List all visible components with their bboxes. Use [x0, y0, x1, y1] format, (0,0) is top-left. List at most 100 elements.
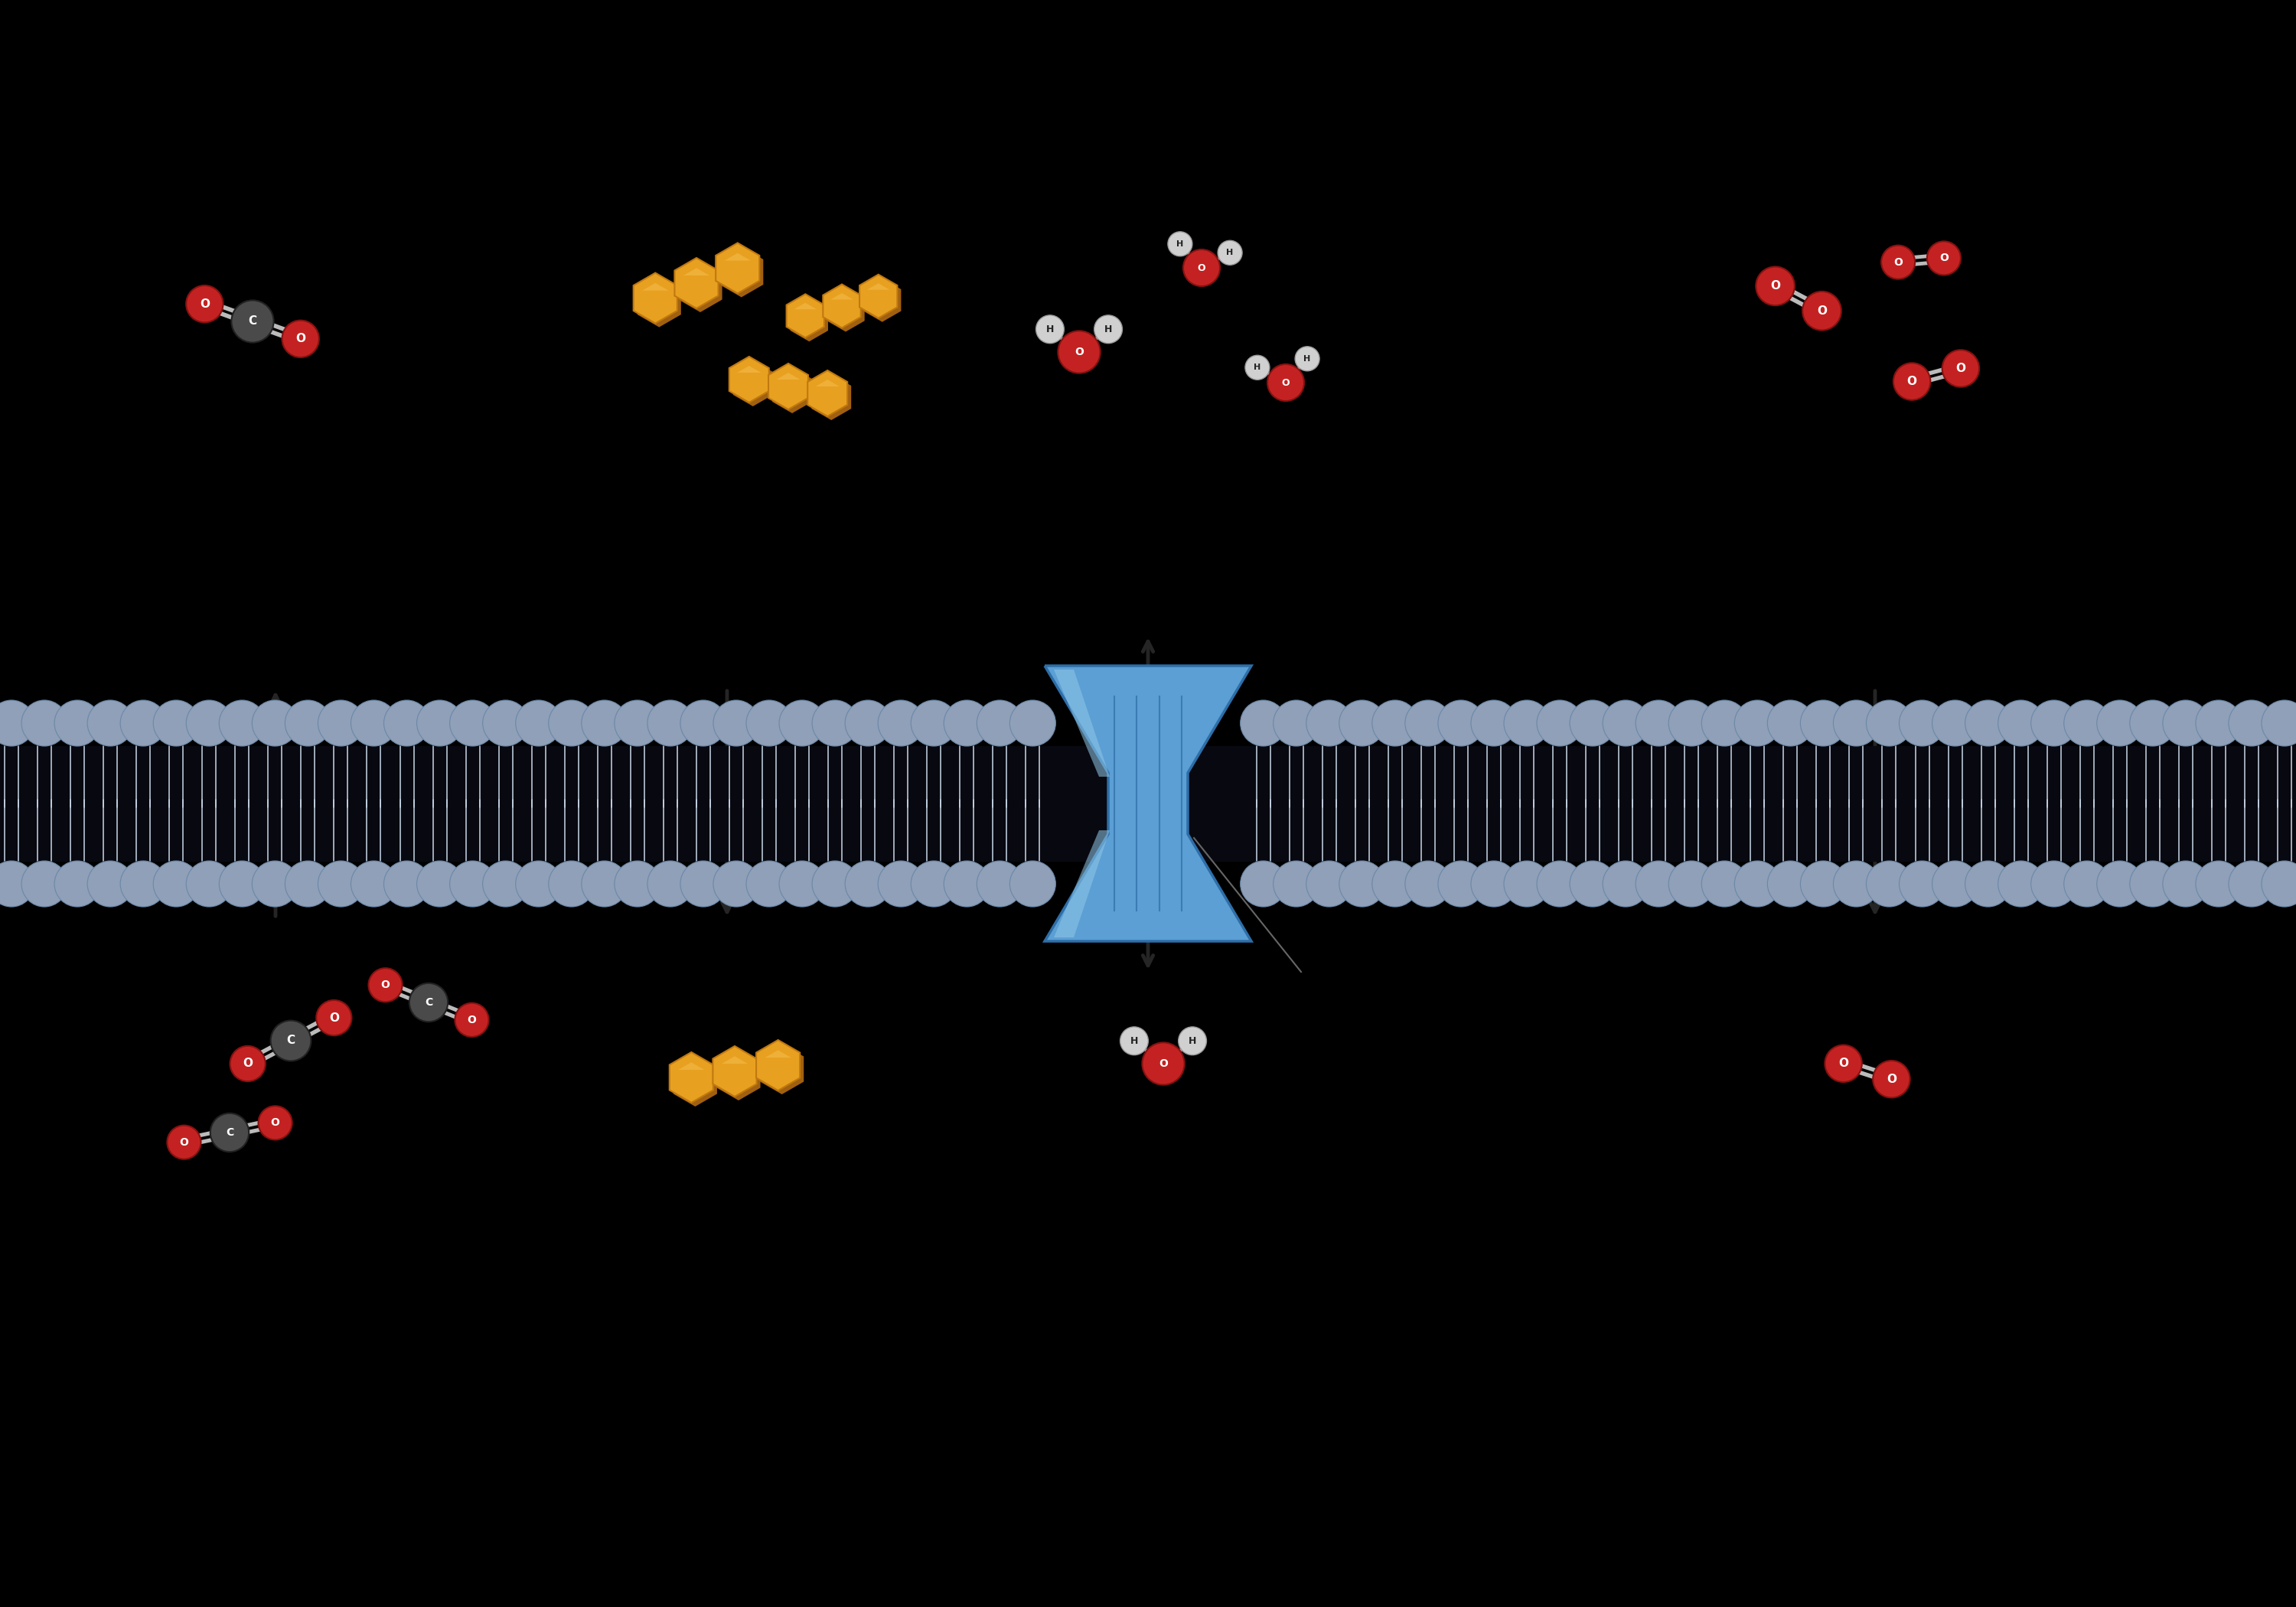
Circle shape [253, 701, 298, 746]
Text: H: H [1104, 325, 1111, 334]
Circle shape [55, 701, 101, 746]
Circle shape [647, 861, 693, 906]
Text: O: O [1281, 378, 1290, 387]
Circle shape [1306, 861, 1352, 906]
Polygon shape [808, 370, 847, 416]
Polygon shape [643, 283, 668, 291]
Polygon shape [810, 374, 852, 419]
Text: O: O [179, 1136, 188, 1147]
Circle shape [1965, 861, 2011, 906]
Circle shape [218, 861, 264, 906]
Circle shape [778, 701, 824, 746]
Circle shape [2131, 701, 2177, 746]
Circle shape [1306, 701, 1352, 746]
Circle shape [944, 861, 990, 906]
Circle shape [1182, 249, 1219, 286]
Polygon shape [863, 278, 900, 321]
Circle shape [1405, 701, 1451, 746]
Circle shape [615, 861, 661, 906]
Text: O: O [1159, 1059, 1169, 1069]
Circle shape [1756, 267, 1795, 305]
Circle shape [119, 861, 165, 906]
Text: O: O [271, 1117, 280, 1128]
Circle shape [55, 861, 101, 906]
Text: H: H [1047, 325, 1054, 334]
Circle shape [1899, 701, 1945, 746]
Text: O: O [468, 1014, 475, 1025]
Circle shape [1880, 246, 1915, 280]
Circle shape [211, 1114, 248, 1152]
Text: O: O [1075, 347, 1084, 357]
Circle shape [1832, 701, 1878, 746]
Circle shape [186, 701, 232, 746]
Circle shape [1217, 241, 1242, 265]
Circle shape [367, 967, 402, 1001]
Text: C: C [425, 996, 432, 1008]
Circle shape [1240, 861, 1286, 906]
Text: H: H [1304, 355, 1311, 363]
Polygon shape [822, 284, 861, 328]
Circle shape [976, 701, 1022, 746]
Text: O: O [381, 980, 390, 990]
Circle shape [2163, 861, 2209, 906]
Circle shape [2229, 701, 2275, 746]
Circle shape [232, 301, 273, 342]
Circle shape [154, 701, 200, 746]
Text: H: H [1130, 1037, 1139, 1046]
Text: O: O [200, 299, 209, 310]
Polygon shape [765, 1049, 792, 1057]
Polygon shape [831, 292, 854, 299]
Circle shape [168, 1125, 200, 1159]
Circle shape [21, 861, 67, 906]
Polygon shape [716, 1049, 760, 1101]
Circle shape [1800, 861, 1846, 906]
Circle shape [2064, 701, 2110, 746]
Circle shape [1933, 701, 1979, 746]
Circle shape [1669, 701, 1715, 746]
Circle shape [2229, 861, 2275, 906]
Circle shape [1035, 315, 1063, 344]
Circle shape [418, 701, 464, 746]
Text: C: C [225, 1127, 234, 1138]
Circle shape [2163, 701, 2209, 746]
Circle shape [154, 861, 200, 906]
Circle shape [549, 701, 595, 746]
Circle shape [351, 861, 397, 906]
Polygon shape [638, 276, 682, 328]
Circle shape [1058, 331, 1100, 373]
Polygon shape [634, 273, 677, 323]
Circle shape [1942, 350, 1979, 387]
Polygon shape [677, 262, 723, 312]
Circle shape [1437, 861, 1483, 906]
Circle shape [21, 701, 67, 746]
Text: O: O [1940, 252, 1949, 264]
Circle shape [680, 861, 726, 906]
Circle shape [1635, 701, 1681, 746]
Circle shape [1701, 701, 1747, 746]
Circle shape [1095, 315, 1123, 344]
Circle shape [1926, 241, 1961, 275]
Circle shape [418, 861, 464, 906]
Circle shape [581, 861, 627, 906]
Circle shape [877, 701, 923, 746]
Polygon shape [677, 1062, 705, 1070]
Polygon shape [815, 379, 840, 386]
Circle shape [253, 861, 298, 906]
Circle shape [517, 701, 563, 746]
Circle shape [912, 701, 957, 746]
Circle shape [1733, 701, 1779, 746]
Circle shape [1603, 701, 1649, 746]
Circle shape [1733, 861, 1779, 906]
Polygon shape [794, 302, 817, 309]
Circle shape [1472, 701, 1518, 746]
Text: H: H [1176, 239, 1185, 247]
Polygon shape [721, 1056, 748, 1064]
Circle shape [1635, 861, 1681, 906]
Circle shape [383, 861, 429, 906]
Text: O: O [1770, 280, 1779, 292]
Text: O: O [1908, 376, 1917, 387]
Circle shape [2195, 861, 2241, 906]
Polygon shape [675, 257, 719, 309]
Circle shape [746, 861, 792, 906]
Circle shape [2131, 861, 2177, 906]
